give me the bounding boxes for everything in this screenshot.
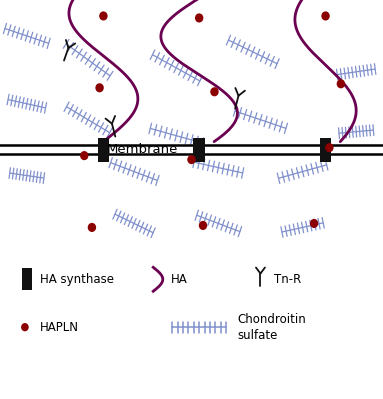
Text: Membrane: Membrane — [107, 143, 178, 156]
Bar — [22, 269, 32, 290]
Bar — [193, 138, 205, 162]
Bar — [98, 138, 109, 162]
Text: HAPLN: HAPLN — [40, 321, 79, 334]
Text: Tn-R: Tn-R — [274, 273, 301, 286]
Text: HA synthase: HA synthase — [40, 273, 114, 286]
Ellipse shape — [337, 79, 345, 88]
Ellipse shape — [210, 87, 219, 96]
Ellipse shape — [95, 83, 104, 92]
Text: Chondroitin
sulfate: Chondroitin sulfate — [237, 313, 306, 342]
Ellipse shape — [321, 12, 330, 20]
Ellipse shape — [88, 223, 96, 232]
Ellipse shape — [199, 221, 207, 230]
Text: HA: HA — [170, 273, 187, 286]
Ellipse shape — [195, 14, 203, 22]
Ellipse shape — [80, 151, 88, 160]
Ellipse shape — [99, 12, 108, 20]
Bar — [320, 138, 331, 162]
Ellipse shape — [325, 143, 334, 152]
Ellipse shape — [21, 323, 29, 331]
Ellipse shape — [310, 219, 318, 228]
Ellipse shape — [187, 155, 196, 164]
